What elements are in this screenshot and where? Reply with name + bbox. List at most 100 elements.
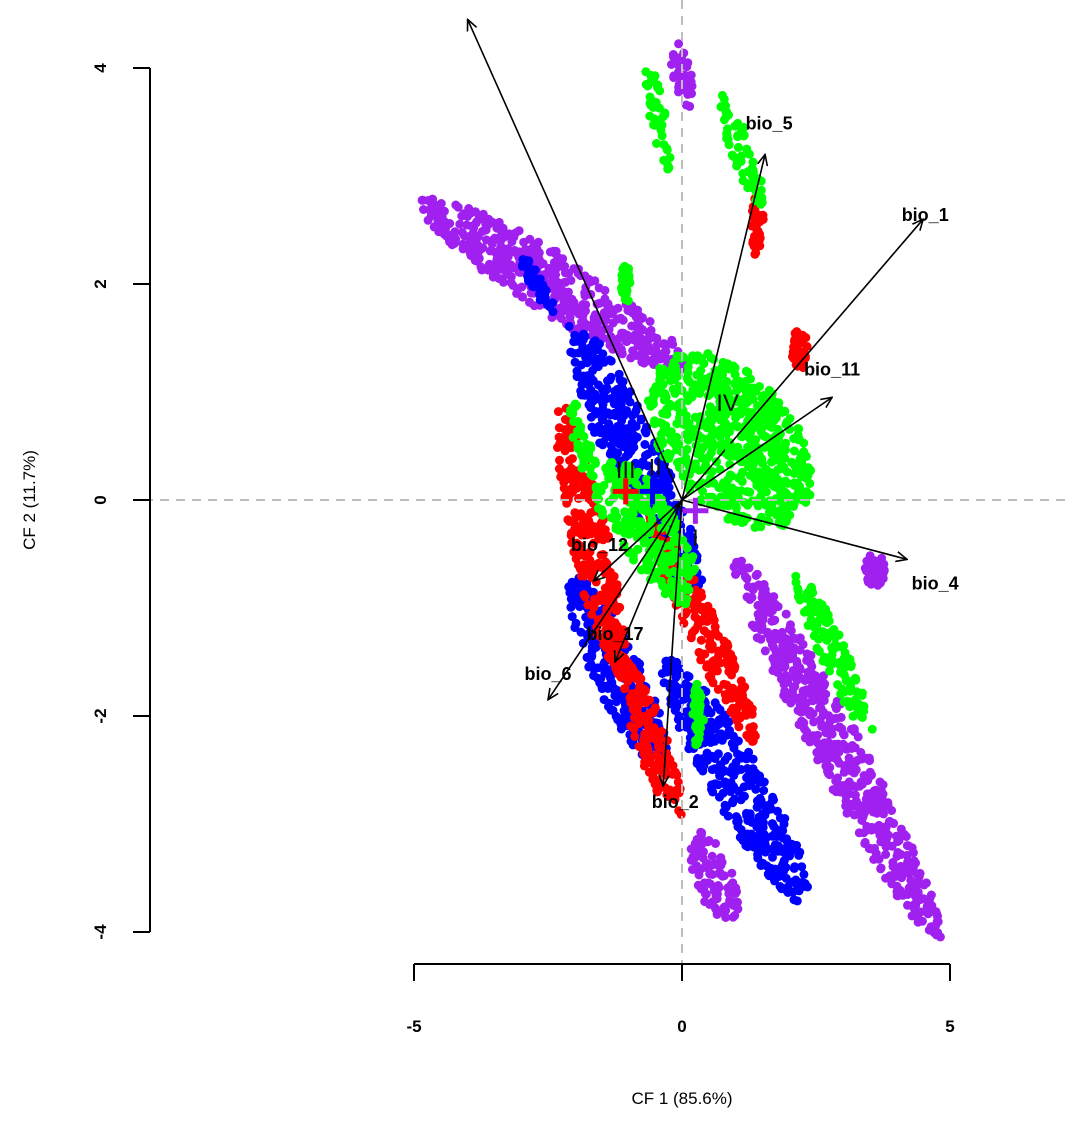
group-label: I bbox=[692, 525, 699, 552]
data-point bbox=[816, 703, 826, 713]
data-point bbox=[707, 851, 717, 861]
data-point bbox=[578, 342, 588, 352]
data-point bbox=[581, 300, 591, 310]
data-point bbox=[758, 459, 768, 469]
data-point bbox=[596, 518, 606, 528]
data-point bbox=[710, 378, 720, 388]
data-point bbox=[576, 386, 586, 396]
data-point bbox=[485, 246, 495, 256]
data-point bbox=[729, 364, 739, 374]
data-point bbox=[815, 687, 825, 697]
data-point bbox=[786, 620, 795, 630]
data-point bbox=[896, 850, 906, 859]
data-point bbox=[734, 711, 744, 721]
data-point bbox=[777, 512, 787, 522]
data-point bbox=[660, 366, 670, 376]
data-point bbox=[707, 425, 717, 435]
data-point bbox=[597, 633, 607, 643]
data-point bbox=[637, 349, 647, 359]
data-point bbox=[557, 472, 567, 481]
data-point bbox=[524, 256, 534, 266]
data-point bbox=[658, 112, 668, 122]
data-point bbox=[695, 700, 705, 710]
data-point bbox=[630, 409, 640, 419]
data-point bbox=[794, 850, 804, 860]
data-point bbox=[760, 646, 770, 656]
data-point bbox=[812, 607, 821, 617]
data-point bbox=[759, 777, 769, 787]
data-point bbox=[714, 414, 724, 423]
data-point bbox=[656, 576, 666, 586]
data-point bbox=[686, 77, 696, 87]
data-point bbox=[851, 796, 861, 806]
data-point bbox=[652, 341, 662, 351]
data-point bbox=[619, 442, 628, 452]
data-point bbox=[662, 736, 672, 746]
data-point bbox=[758, 822, 768, 832]
data-point bbox=[742, 144, 752, 154]
data-point bbox=[674, 711, 684, 721]
data-point bbox=[577, 463, 587, 473]
data-point bbox=[629, 555, 638, 565]
data-point bbox=[635, 342, 645, 352]
data-point bbox=[926, 922, 936, 932]
data-point bbox=[585, 547, 595, 557]
data-point bbox=[728, 797, 738, 807]
point-group-I bbox=[417, 39, 945, 942]
data-point bbox=[809, 717, 819, 727]
data-point bbox=[769, 616, 779, 626]
data-point bbox=[712, 457, 721, 467]
data-point bbox=[723, 752, 733, 761]
data-point bbox=[587, 652, 597, 662]
data-point bbox=[710, 736, 720, 746]
data-point bbox=[792, 345, 802, 355]
loading-bio-11: bio_11 bbox=[681, 359, 860, 501]
data-point bbox=[595, 298, 605, 308]
data-point bbox=[683, 435, 693, 445]
data-point bbox=[750, 249, 760, 259]
data-point bbox=[589, 315, 599, 325]
centroid-I: I bbox=[682, 497, 709, 552]
data-point bbox=[604, 355, 614, 365]
data-point bbox=[636, 742, 646, 752]
data-point bbox=[808, 669, 817, 679]
data-point bbox=[534, 237, 543, 247]
data-point bbox=[874, 820, 884, 830]
data-point bbox=[606, 447, 616, 457]
centroid-II: II bbox=[639, 455, 666, 505]
data-point bbox=[798, 639, 808, 649]
data-point bbox=[703, 349, 713, 359]
data-point bbox=[793, 424, 803, 434]
data-point bbox=[681, 453, 691, 463]
data-point bbox=[586, 403, 596, 413]
data-point bbox=[715, 792, 724, 802]
data-point bbox=[668, 384, 678, 394]
data-point bbox=[683, 396, 693, 406]
data-point bbox=[851, 694, 861, 704]
data-point bbox=[642, 733, 652, 743]
data-point bbox=[604, 698, 614, 708]
data-point bbox=[711, 904, 721, 914]
data-point bbox=[598, 399, 608, 409]
data-point bbox=[896, 824, 906, 834]
data-point bbox=[729, 770, 739, 780]
data-point bbox=[755, 799, 765, 809]
data-point bbox=[589, 538, 598, 548]
data-point bbox=[614, 409, 624, 419]
data-point bbox=[681, 411, 691, 421]
data-point bbox=[755, 419, 765, 429]
data-point bbox=[813, 738, 823, 748]
data-point bbox=[833, 642, 843, 652]
data-point bbox=[713, 684, 723, 694]
data-point bbox=[734, 722, 744, 732]
data-point bbox=[548, 274, 558, 284]
data-point bbox=[669, 73, 679, 83]
data-point bbox=[756, 634, 766, 644]
x-axis: -5 0 5 bbox=[406, 963, 955, 1036]
data-point bbox=[849, 768, 859, 778]
data-point bbox=[803, 470, 813, 480]
data-point bbox=[609, 437, 619, 447]
data-point bbox=[613, 471, 623, 481]
data-point bbox=[769, 664, 779, 674]
loading-bio-4: bio_4 bbox=[681, 499, 959, 593]
